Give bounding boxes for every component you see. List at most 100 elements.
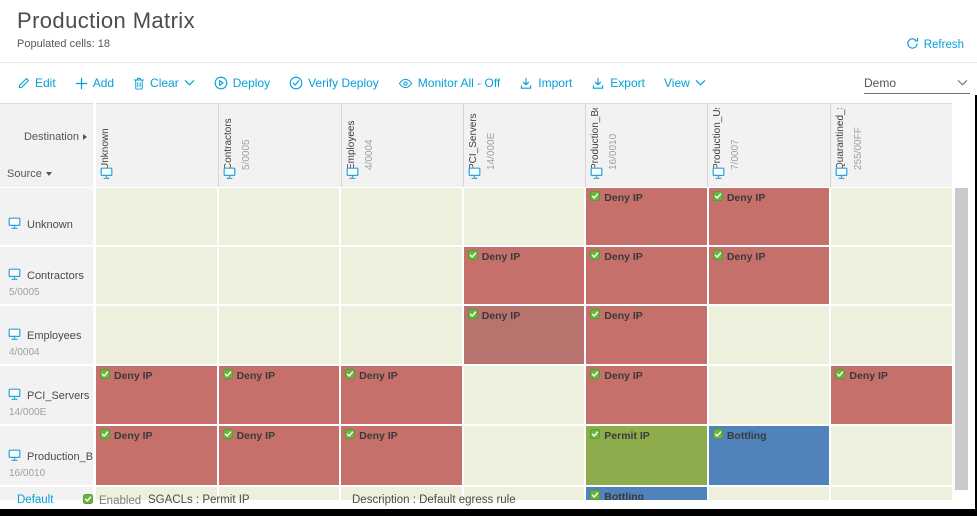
matrix-toolbar: Edit Add Clear Deploy Verify Deploy Monitor A… [17,71,706,95]
matrix-cell-r4-c1-deny-ip[interactable]: Deny IP [218,426,340,485]
enabled-label: Enabled [99,494,142,507]
matrix-cell-r3-c5-empty[interactable] [708,366,830,424]
destination-text: Destination [23,131,79,143]
toolbar-button-export[interactable]: Export [591,76,645,90]
row-header-Unknown[interactable]: Unknown [0,188,93,245]
toolbar-button-clear[interactable]: Clear [133,76,195,90]
toolbar-label: Clear [150,76,179,90]
default-rule-bar: Default Enabled SGACLs : Permit IP Descr… [0,490,977,509]
matrix-cell-r5-c6-empty[interactable] [831,487,952,500]
column-sgt-value: 4/0004 [363,139,375,170]
matrix-cell-r4-c0-deny-ip[interactable]: Deny IP [96,426,217,485]
matrix-cell-r0-c5-deny-ip[interactable]: Deny IP [708,188,830,245]
vertical-scrollbar[interactable] [955,188,968,490]
column-header-Employees[interactable]: Employees 4/0004 [340,104,463,187]
matrix-cell-r0-c2-empty[interactable] [341,188,462,245]
verify-check-circle-icon [289,76,303,90]
matrix-cell-r5-c0-empty[interactable] [96,487,217,500]
toolbar-label: Add [92,76,115,90]
matrix-cell-r2-c6-empty[interactable] [831,306,952,364]
checkbox-checked-icon [712,191,723,204]
row-header-Contractors[interactable]: Contractors 5/0005 [0,247,93,304]
toolbar-button-verify-deploy[interactable]: Verify Deploy [289,76,379,90]
column-name: Quarantined_Sys... [834,108,846,170]
matrix-cell-r3-c1-deny-ip[interactable]: Deny IP [218,366,340,424]
row-name: PCI_Servers [27,390,90,402]
matrix-cell-r3-c3-empty[interactable] [463,366,585,424]
matrix-cell-r1-c4-deny-ip[interactable]: Deny IP [586,247,707,304]
chevron-down-icon [184,79,195,87]
window-border-bottom [0,509,977,516]
source-arrow-icon [45,172,52,176]
matrix-corner-cell: Destination Source [0,103,93,187]
matrix-cell-r1-c1-empty[interactable] [218,247,340,304]
monitor-icon [835,167,848,185]
matrix-cell-r5-c5-empty[interactable] [708,487,830,500]
toolbar-button-monitor-all[interactable]: Monitor All - Off [398,76,500,90]
toolbar-button-import[interactable]: Import [519,76,572,90]
matrix-cell-r1-c3-deny-ip[interactable]: Deny IP [463,247,585,304]
matrix-cell-r0-c4-deny-ip[interactable]: Deny IP [586,188,707,245]
matrix-cell-r0-c0-empty[interactable] [96,188,217,245]
cell-sgacl-label: Deny IP [236,429,276,442]
toolbar-button-deploy[interactable]: Deploy [214,76,270,90]
toolbar-button-edit[interactable]: Edit [17,76,56,90]
matrix-cell-r4-c2-deny-ip[interactable]: Deny IP [341,426,462,485]
row-header-Employees[interactable]: Employees 4/0004 [0,306,93,364]
matrix-cell-r0-c3-empty[interactable] [463,188,585,245]
row-sgt-value: 4/0004 [9,347,40,358]
column-header-Production_Use...[interactable]: Production_Use... 7/0007 [707,104,829,187]
matrix-cell-r5-c3-empty[interactable] [463,487,585,500]
column-header-Production_Bott...[interactable]: Production_Bott... 16/0010 [585,104,707,187]
default-description-text: Description : Default egress rule [352,494,516,506]
matrix-cell-r3-c0-deny-ip[interactable]: Deny IP [96,366,217,424]
column-header-Unknown[interactable]: Unknown [96,104,218,187]
refresh-button[interactable]: Refresh [906,37,964,53]
source-text: Source [7,168,42,180]
toolbar-button-add[interactable]: Add [75,76,114,90]
matrix-cell-r0-c6-empty[interactable] [831,188,952,245]
column-headers: Unknown Contractors 5/0005 Employees 4/0004 P… [96,103,952,187]
matrix-cell-r0-c1-empty[interactable] [218,188,340,245]
matrix-cell-r4-c6-empty[interactable] [831,426,952,485]
source-axis-label[interactable]: Source [7,168,52,180]
cell-sgacl-label: Deny IP [849,369,888,382]
matrix-cell-r1-c5-deny-ip[interactable]: Deny IP [708,247,830,304]
matrix-cell-r2-c1-empty[interactable] [218,306,340,364]
monitor-icon [468,167,481,185]
toolbar-button-view[interactable]: View [664,76,706,90]
row-header-Production_Bott...[interactable]: Production_Bott... 16/0010 [0,426,93,485]
deploy-circle-icon [214,76,228,90]
matrix-cell-r4-c4-permit-ip[interactable]: Permit IP [586,426,707,485]
row-header-PCI_Servers[interactable]: PCI_Servers 14/000E [0,366,93,424]
column-header-Quarantined_Sys...[interactable]: Quarantined_Sys... 255/00FF [829,104,952,187]
matrix-cell-r2-c3-deny-ip[interactable]: Deny IP [463,306,585,364]
matrix-cell-r1-c0-empty[interactable] [96,247,217,304]
matrix-cell-r3-c4-deny-ip[interactable]: Deny IP [586,366,707,424]
matrix-cell-r3-c6-deny-ip[interactable]: Deny IP [831,366,952,424]
matrix-cell-r4-c5-bottling[interactable]: Bottling [708,426,830,485]
matrix-cell-r4-c3-empty[interactable] [463,426,585,485]
checkbox-checked-icon [222,369,233,382]
matrix-cell-r5-c2-empty[interactable] [341,487,462,500]
matrix-cell-r5-c1-empty[interactable] [218,487,340,500]
matrix-view-select[interactable]: Demo [864,72,970,94]
matrix-cell-r1-c2-empty[interactable] [341,247,462,304]
matrix-cell-r5-c4-bottling[interactable]: Bottling [586,487,707,500]
matrix-cell-r1-c6-empty[interactable] [831,247,952,304]
matrix-cell-r2-c5-empty[interactable] [708,306,830,364]
column-header-PCI_Servers[interactable]: PCI_Servers 14/000E [462,104,585,187]
column-header-Contractors[interactable]: Contractors 5/0005 [218,104,340,187]
default-link[interactable]: Default [17,494,54,506]
cell-sgacl-label: Deny IP [114,429,153,442]
trash-icon [133,77,145,90]
matrix-cell-r2-c4-deny-ip[interactable]: Deny IP [586,306,707,364]
checkbox-checked-icon [712,429,723,442]
matrix-cell-r2-c0-empty[interactable] [96,306,217,364]
column-name: Unknown [100,128,111,170]
destination-axis-label[interactable]: Destination [24,131,87,143]
matrix-cell-r3-c2-deny-ip[interactable]: Deny IP [341,366,462,424]
row-name: Production_Bott... [27,451,93,463]
matrix-cell-r2-c2-empty[interactable] [341,306,462,364]
